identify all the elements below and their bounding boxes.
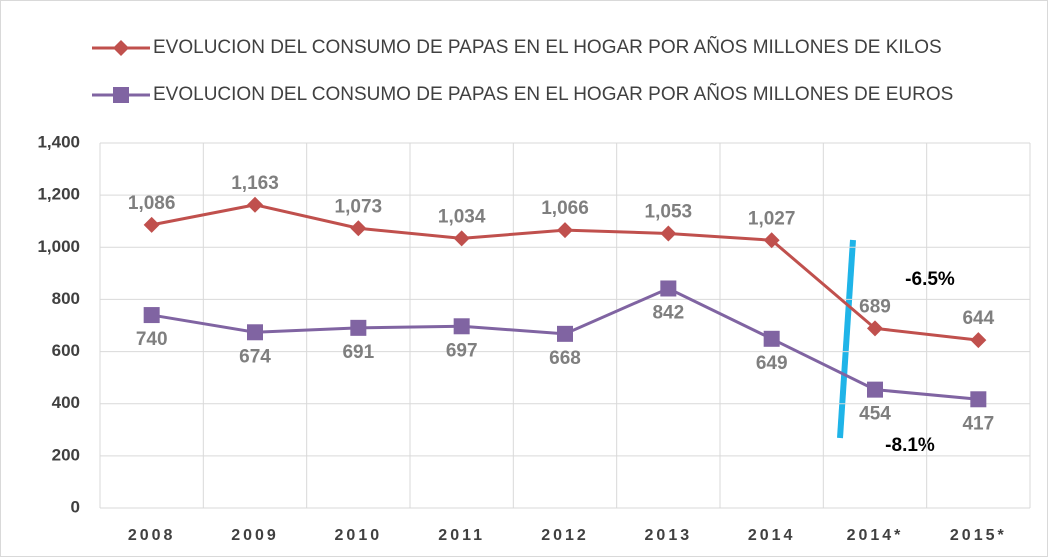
marker xyxy=(143,307,160,324)
y-tick-label: 1,400 xyxy=(37,132,80,151)
marker xyxy=(113,40,129,56)
marker xyxy=(970,332,987,349)
data-label: 668 xyxy=(549,348,581,369)
marker xyxy=(453,230,470,247)
annotation: -6.5% xyxy=(905,269,955,290)
data-label: 691 xyxy=(342,342,374,363)
marker xyxy=(970,391,987,408)
marker xyxy=(350,220,367,237)
marker xyxy=(867,381,883,398)
x-tick-label: 2012 xyxy=(541,527,589,544)
data-label: 842 xyxy=(652,302,684,323)
marker xyxy=(247,196,263,213)
data-label: 1,034 xyxy=(438,206,486,227)
marker xyxy=(247,324,263,341)
x-tick-label: 2014 xyxy=(748,527,796,544)
data-label: 649 xyxy=(756,353,788,374)
data-label: 417 xyxy=(962,413,994,434)
y-tick-label: 200 xyxy=(52,445,80,464)
x-tick-label: 2015* xyxy=(950,527,1007,544)
data-label: 1,163 xyxy=(231,173,279,194)
y-tick-label: 0 xyxy=(71,497,80,516)
x-tick-label: 2013 xyxy=(645,527,693,544)
y-tick-label: 800 xyxy=(52,289,80,308)
data-label: 644 xyxy=(962,308,994,329)
data-label: 1,066 xyxy=(541,198,589,219)
marker xyxy=(763,330,780,347)
data-label: 689 xyxy=(859,296,891,317)
x-tick-label: 2010 xyxy=(335,527,383,544)
marker xyxy=(660,280,677,297)
marker xyxy=(867,320,883,337)
y-tick-label: 400 xyxy=(52,393,80,412)
x-tick-label: 2011 xyxy=(438,527,485,544)
marker xyxy=(143,216,160,233)
data-label: 1,027 xyxy=(748,208,796,229)
data-label: 1,073 xyxy=(335,196,383,217)
y-tick-label: 600 xyxy=(52,341,80,360)
legend-label: EVOLUCION DEL CONSUMO DE PAPAS EN EL HOG… xyxy=(153,83,953,105)
x-tick-label: 2009 xyxy=(231,527,279,544)
divider-slash xyxy=(837,239,856,439)
marker xyxy=(350,319,367,336)
marker xyxy=(113,87,129,103)
data-label: 454 xyxy=(859,404,891,425)
data-label: 697 xyxy=(446,340,478,361)
data-label: 740 xyxy=(136,329,168,350)
y-tick-label: 1,200 xyxy=(37,185,80,204)
marker xyxy=(660,225,677,242)
legend-label: EVOLUCION DEL CONSUMO DE PAPAS EN EL HOG… xyxy=(153,36,942,58)
x-tick-label: 2014* xyxy=(847,527,904,544)
data-label: 1,086 xyxy=(128,193,176,214)
annotation: -8.1% xyxy=(885,435,935,456)
marker xyxy=(453,318,470,335)
marker xyxy=(763,232,780,249)
marker xyxy=(557,325,573,342)
data-label: 674 xyxy=(239,346,271,367)
marker xyxy=(557,222,573,239)
data-label: 1,053 xyxy=(645,201,693,222)
y-tick-label: 1,000 xyxy=(37,237,80,256)
x-tick-label: 2008 xyxy=(128,527,176,544)
